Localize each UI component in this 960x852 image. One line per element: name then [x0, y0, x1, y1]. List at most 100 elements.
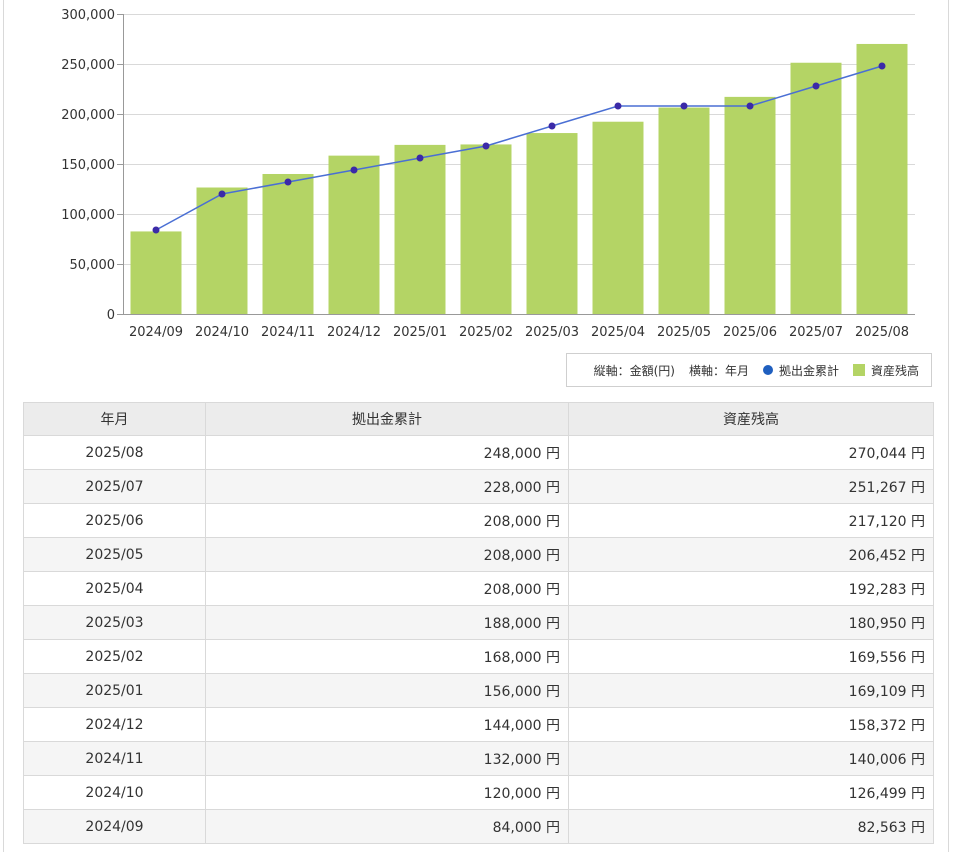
header-month: 年月	[23, 402, 206, 436]
legend-dot-icon	[762, 365, 773, 375]
line-point	[284, 178, 292, 186]
x-tick-label: 2024/09	[129, 325, 183, 340]
month-cell: 2024/11	[23, 741, 206, 776]
table-row: 2025/08 248,000 円 270,044 円	[23, 435, 934, 470]
chart-legend: 縦軸：金額(円) 横軸：年月 拠出金累計 資産残高	[566, 353, 932, 387]
asset-chart: 300,000 250,000 200,000 150,000 100,000 50,00…	[61, 8, 915, 340]
table-row: 2024/09 84,000 円 82,563 円	[23, 809, 934, 844]
contribution-cell: 144,000 円	[205, 707, 569, 742]
month-cell: 2025/08	[23, 435, 206, 470]
bar	[460, 144, 512, 314]
table-row: 2025/01 156,000 円 169,109 円	[23, 673, 934, 708]
balance-cell: 206,452 円	[568, 537, 934, 572]
bar	[856, 43, 908, 315]
month-cell: 2024/10	[23, 775, 206, 810]
line-point	[614, 102, 622, 110]
balance-cell: 192,283 円	[568, 571, 934, 606]
data-table: 年月 拠出金累計 資産残高 2025/08 248,000 円 270,044 円 …	[23, 402, 934, 844]
line-point	[152, 226, 160, 234]
month-cell: 2025/05	[23, 537, 206, 572]
contribution-cell: 208,000 円	[205, 537, 569, 572]
contribution-line	[155, 65, 883, 231]
month-cell: 2025/07	[23, 469, 206, 504]
legend-vertical-axis: 縦軸：金額(円)	[593, 363, 675, 378]
table-row: 2024/10 120,000 円 126,499 円	[23, 775, 934, 810]
bar	[790, 62, 842, 314]
legend-bar-series: 資産残高	[852, 362, 919, 379]
legend-line-series: 拠出金累計	[762, 362, 839, 379]
line-point	[218, 190, 226, 198]
bar	[130, 231, 182, 314]
balance-cell: 180,950 円	[568, 605, 934, 640]
contribution-cell: 188,000 円	[205, 605, 569, 640]
bar	[592, 121, 644, 314]
x-tick-label: 2025/08	[855, 325, 909, 340]
month-cell: 2025/01	[23, 673, 206, 708]
line-point	[416, 154, 424, 162]
line-point	[746, 102, 754, 110]
bar	[526, 133, 578, 314]
balance-cell: 158,372 円	[568, 707, 934, 742]
y-tick-label: 250,000	[61, 58, 115, 73]
contribution-cell: 168,000 円	[205, 639, 569, 674]
month-cell: 2025/02	[23, 639, 206, 674]
y-tick-label: 200,000	[61, 108, 115, 123]
balance-cell: 82,563 円	[568, 809, 934, 844]
table-row: 2025/05 208,000 円 206,452 円	[23, 537, 934, 572]
bar	[262, 173, 314, 314]
contribution-cell: 228,000 円	[205, 469, 569, 504]
contribution-cell: 208,000 円	[205, 503, 569, 538]
balance-cell: 140,006 円	[568, 741, 934, 776]
balance-cell: 217,120 円	[568, 503, 934, 538]
bar	[658, 107, 710, 314]
table-row: 2025/02 168,000 円 169,556 円	[23, 639, 934, 674]
bar	[196, 187, 248, 314]
y-tick-label: 300,000	[61, 8, 115, 23]
balance-cell: 126,499 円	[568, 775, 934, 810]
line-point	[680, 102, 688, 110]
y-tick-label: 0	[107, 308, 115, 323]
legend-square-icon	[852, 364, 865, 376]
contribution-cell: 248,000 円	[205, 435, 569, 470]
bar	[724, 96, 776, 314]
x-tick-label: 2025/07	[789, 325, 843, 340]
header-asset-balance: 資産残高	[568, 402, 934, 436]
line-point	[548, 122, 556, 130]
x-tick-label: 2025/06	[723, 325, 777, 340]
x-tick-label: 2024/10	[195, 325, 249, 340]
y-tick-label: 50,000	[70, 258, 116, 273]
bar	[328, 155, 380, 314]
table-header-row: 年月 拠出金累計 資産残高	[23, 402, 934, 436]
contribution-cell: 84,000 円	[205, 809, 569, 844]
balance-cell: 251,267 円	[568, 469, 934, 504]
month-cell: 2025/06	[23, 503, 206, 538]
x-tick-label: 2025/04	[591, 325, 645, 340]
x-tick-label: 2025/03	[525, 325, 579, 340]
line-point	[350, 166, 358, 174]
table-row: 2024/12 144,000 円 158,372 円	[23, 707, 934, 742]
table-row: 2025/07 228,000 円 251,267 円	[23, 469, 934, 504]
header-contribution-total: 拠出金累計	[205, 402, 569, 436]
contribution-cell: 132,000 円	[205, 741, 569, 776]
balance-cell: 169,556 円	[568, 639, 934, 674]
table-row: 2025/06 208,000 円 217,120 円	[23, 503, 934, 538]
contribution-cell: 208,000 円	[205, 571, 569, 606]
month-cell: 2025/03	[23, 605, 206, 640]
x-tick-label: 2024/12	[327, 325, 381, 340]
month-cell: 2024/12	[23, 707, 206, 742]
contribution-cell: 156,000 円	[205, 673, 569, 708]
y-tick-label: 150,000	[61, 158, 115, 173]
month-cell: 2025/04	[23, 571, 206, 606]
table-row: 2025/04 208,000 円 192,283 円	[23, 571, 934, 606]
legend-horizontal-axis: 横軸：年月	[688, 363, 749, 378]
bar	[394, 144, 446, 314]
balance-cell: 169,109 円	[568, 673, 934, 708]
x-tick-label: 2024/11	[261, 325, 315, 340]
balance-cell: 270,044 円	[568, 435, 934, 470]
x-tick-label: 2025/01	[393, 325, 447, 340]
line-point	[482, 142, 490, 150]
x-tick-label: 2025/05	[657, 325, 711, 340]
x-tick-label: 2025/02	[459, 325, 513, 340]
contribution-cell: 120,000 円	[205, 775, 569, 810]
table-row: 2025/03 188,000 円 180,950 円	[23, 605, 934, 640]
